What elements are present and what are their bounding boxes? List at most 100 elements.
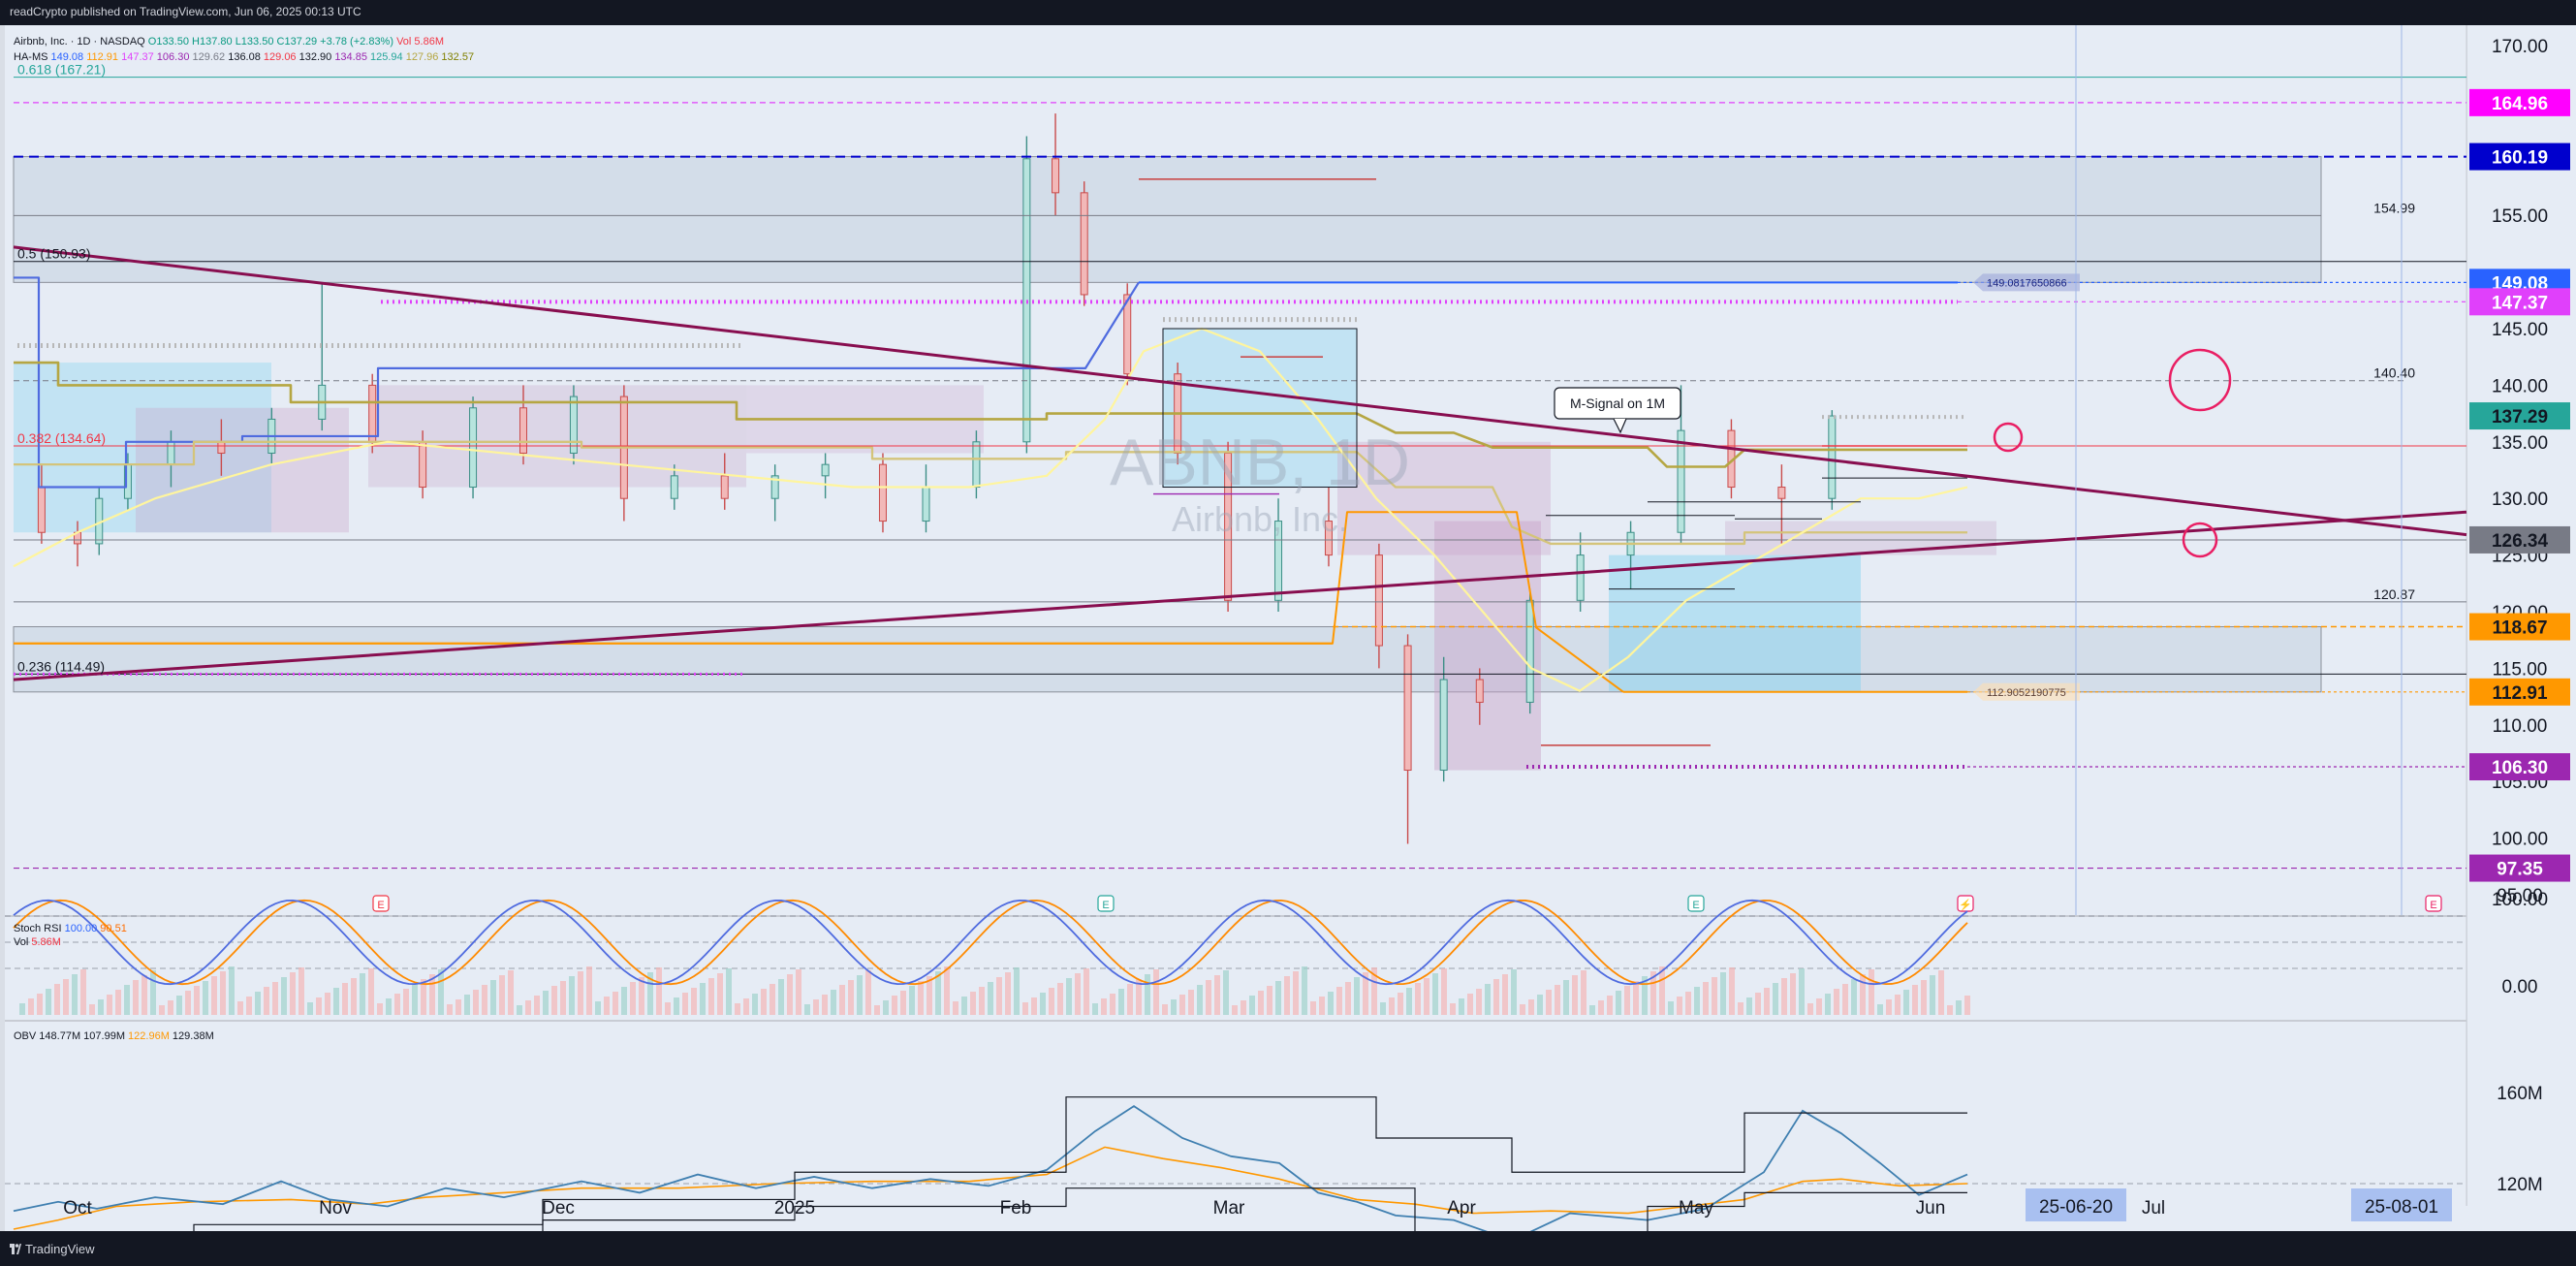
volume-bar: [351, 978, 357, 1015]
volume-bar: [1031, 997, 1037, 1015]
stoch-k-line: [13, 899, 1968, 986]
candle: [469, 396, 478, 499]
earnings-marker[interactable]: E: [1097, 895, 1115, 912]
time-badge: 25-06-20: [2026, 1188, 2126, 1221]
volume-bar: [1712, 977, 1717, 1015]
volume-bar: [1738, 1002, 1744, 1015]
volume-bar: [1206, 980, 1211, 1015]
zone-box: [13, 626, 2322, 693]
volume-bar: [1642, 976, 1648, 1015]
obv-pane[interactable]: [5, 1022, 2466, 1206]
price-badge: 106.30: [2469, 753, 2570, 781]
time-tick: Mar: [1213, 1198, 1245, 1219]
volume-bar: [438, 969, 444, 1015]
volume-bar: [1650, 971, 1656, 1015]
volume-bar: [394, 994, 400, 1015]
zone-box: [1609, 554, 1861, 691]
price-tick: 95.00: [2497, 886, 2543, 906]
price-tag: 149.0817650866: [1973, 273, 2080, 292]
volume-bar: [665, 1002, 671, 1015]
volume-bar: [752, 994, 758, 1015]
price-badge: 147.37: [2469, 288, 2570, 316]
volume-bar: [176, 996, 182, 1015]
volume-bar: [1127, 984, 1133, 1015]
volume-bar: [1493, 979, 1499, 1015]
price-axis[interactable]: 170.00155.00145.00140.00135.00130.00125.…: [2469, 37, 2570, 906]
target-circle-large[interactable]: [2168, 348, 2232, 412]
time-axis[interactable]: Oct Nov Dec 2025 Feb Mar Apr May Jun Jul 25-06-20 2…: [63, 1188, 2452, 1221]
volume-bar: [220, 971, 226, 1015]
volume-bar: [1755, 993, 1761, 1015]
target-circle-small[interactable]: [1993, 422, 2024, 453]
volume-bar: [1005, 972, 1011, 1015]
volume-bar: [1956, 1000, 1962, 1015]
earnings-marker[interactable]: E: [1687, 895, 1705, 912]
volume-bar: [1502, 974, 1508, 1015]
volume-bar: [229, 966, 235, 1015]
volume-bar: [1328, 992, 1334, 1015]
price-tick: 130.00: [2492, 490, 2548, 510]
published-info: readCrypto published on TradingView.com,…: [10, 5, 361, 18]
earnings-marker[interactable]: ⚡: [1957, 895, 1974, 912]
volume-bar: [1101, 998, 1107, 1015]
stoch-d-line: [13, 899, 1968, 986]
m-signal-callout[interactable]: M-Signal on 1M: [1554, 387, 1681, 434]
olive-ma: [14, 361, 1967, 468]
volume-bar: [141, 975, 147, 1015]
volume-bar: [264, 987, 269, 1015]
svg-text:149.0817650866: 149.0817650866: [1987, 277, 2067, 289]
volume-bar: [534, 996, 540, 1015]
volume-bar: [1354, 977, 1360, 1015]
candle: [770, 464, 779, 522]
price-badge: 126.34: [2469, 525, 2570, 554]
zone-box: [1725, 521, 1996, 555]
price-tick: 115.00: [2493, 659, 2548, 680]
volume-bar: [1511, 969, 1517, 1015]
target-circle-low[interactable]: [2182, 522, 2218, 558]
volume-bar: [909, 986, 915, 1015]
volume-bar: [927, 976, 932, 1015]
volume-bar: [482, 985, 487, 1015]
volume-bar: [98, 999, 104, 1015]
obv-tick: 160M: [2497, 1084, 2543, 1104]
svg-text:160.19: 160.19: [2492, 148, 2548, 169]
volume-bar: [333, 988, 339, 1015]
chart-canvas[interactable]: 0.618 (167.21) 0.5 (150.93) 0.382 (134.64)…: [0, 25, 2576, 1231]
volume-bar: [316, 997, 322, 1015]
candle: [1525, 588, 1534, 714]
volume-bar: [578, 971, 583, 1015]
volume-bar: [1912, 985, 1918, 1015]
price-badge: 164.96: [2469, 88, 2570, 116]
volume-bar: [892, 996, 897, 1015]
volume-bar: [1398, 993, 1403, 1015]
watermark-name: Airbnb, Inc.: [1172, 499, 1348, 539]
price-tick: 135.00: [2492, 433, 2548, 454]
levels-layer: 0.618 (167.21) 0.5 (150.93) 0.382 (134.64)…: [13, 62, 2467, 912]
volume-bar: [1293, 971, 1299, 1015]
volume-bar: [551, 986, 557, 1015]
price-tick: 145.00: [2492, 320, 2548, 340]
trendline[interactable]: [13, 510, 2467, 681]
indicators-layer: Stoch RSI 100.00 90.51 Vol 5.86M 100.00 0.0…: [5, 890, 2548, 1231]
volume-bar: [115, 990, 121, 1015]
trendline[interactable]: [13, 245, 2467, 537]
price-badge: 112.91: [2469, 678, 2570, 706]
vol-legend: Vol 5.86M: [14, 936, 61, 948]
svg-text:E: E: [1692, 900, 1699, 911]
volume-bar: [1179, 995, 1185, 1015]
earnings-marker[interactable]: E: [372, 895, 390, 912]
volume-bar: [194, 986, 200, 1015]
earnings-marker[interactable]: E: [2425, 895, 2442, 912]
volume-bar: [1258, 991, 1264, 1015]
zone-box: [1163, 329, 1357, 488]
volume-bar: [1764, 988, 1770, 1015]
volume-bar: [360, 973, 365, 1015]
time-tick: Apr: [1447, 1198, 1476, 1219]
volume-bar: [1275, 981, 1281, 1015]
volume-bar: [831, 990, 836, 1015]
volume-bar: [63, 979, 69, 1015]
volume-bar: [1450, 1003, 1456, 1015]
volume-bar: [569, 976, 575, 1015]
volume-bar: [935, 971, 941, 1015]
publisher-bar: readCrypto published on TradingView.com,…: [0, 0, 2576, 25]
